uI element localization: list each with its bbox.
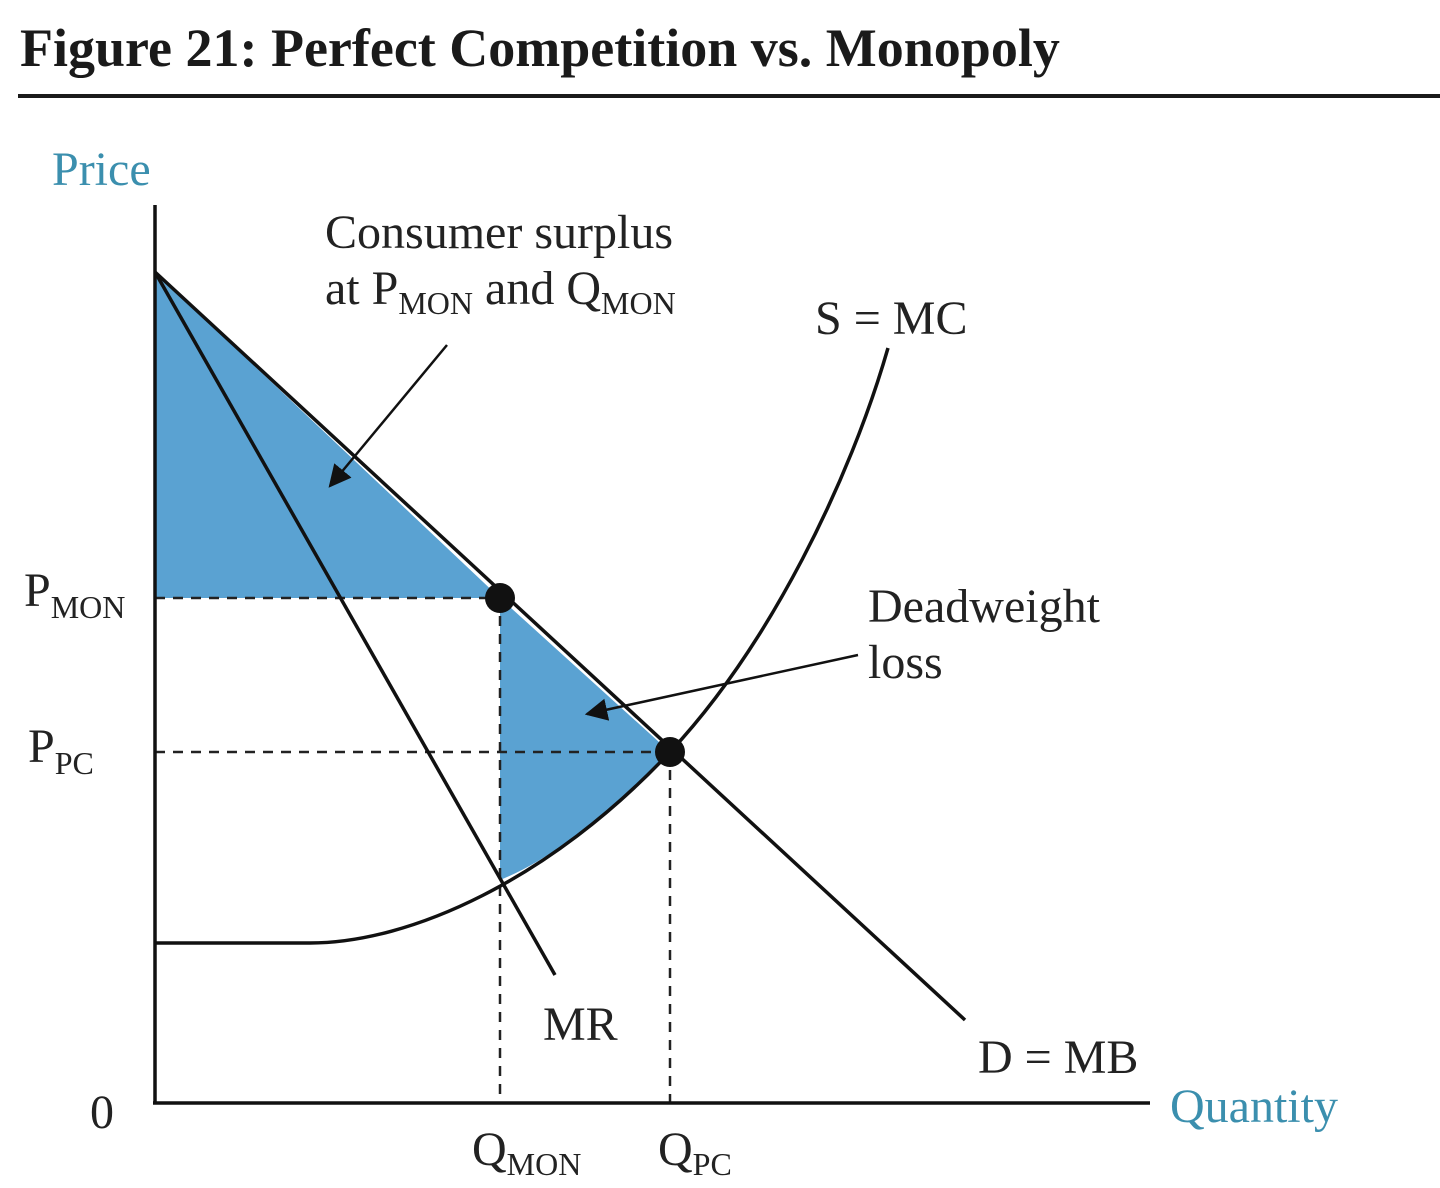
label-sub: PC <box>55 745 94 781</box>
demand-curve <box>153 270 967 1022</box>
title: Figure 21: Perfect Competition vs. Monop… <box>20 18 1060 78</box>
text-part: Q <box>566 262 601 315</box>
label-sub: PC <box>693 1146 732 1182</box>
competition-point <box>655 737 685 767</box>
cs-annotation: Consumer surplus <box>325 206 673 259</box>
annotation-arrow <box>328 344 448 488</box>
label-main: Q <box>658 1123 693 1176</box>
supply-label: S = MC <box>815 292 967 345</box>
monopoly-point <box>485 583 515 613</box>
q-pc-label: QPC <box>658 1123 732 1182</box>
annotation-arrow <box>584 653 859 721</box>
q-mon-label: QMON <box>472 1123 581 1182</box>
label-main: P <box>28 720 55 773</box>
y-axis-label: Price <box>52 143 151 196</box>
mr-curve <box>153 271 557 976</box>
text-part: MON <box>601 285 676 321</box>
label-sub: MON <box>507 1146 582 1182</box>
deadweight-loss-area <box>500 598 670 880</box>
origin-label: 0 <box>90 1086 114 1139</box>
text-part: MON <box>398 285 473 321</box>
mr-label: MR <box>543 998 618 1051</box>
p-pc-label: PPC <box>28 720 94 781</box>
text-part: P <box>372 262 399 315</box>
dwl-annotation: loss <box>868 636 943 689</box>
label-sub: MON <box>51 589 126 625</box>
demand-label: D = MB <box>978 1031 1138 1084</box>
label-main: P <box>24 564 51 617</box>
x-axis-label: Quantity <box>1170 1080 1338 1133</box>
label-main: Q <box>472 1123 507 1176</box>
title-rule <box>18 94 1440 98</box>
text-part: and <box>473 262 566 315</box>
text-part: at <box>325 262 372 315</box>
cs-annotation: at PMON and QMON <box>325 262 676 321</box>
p-mon-label: PMON <box>24 564 125 625</box>
dwl-annotation: Deadweight <box>868 580 1101 633</box>
